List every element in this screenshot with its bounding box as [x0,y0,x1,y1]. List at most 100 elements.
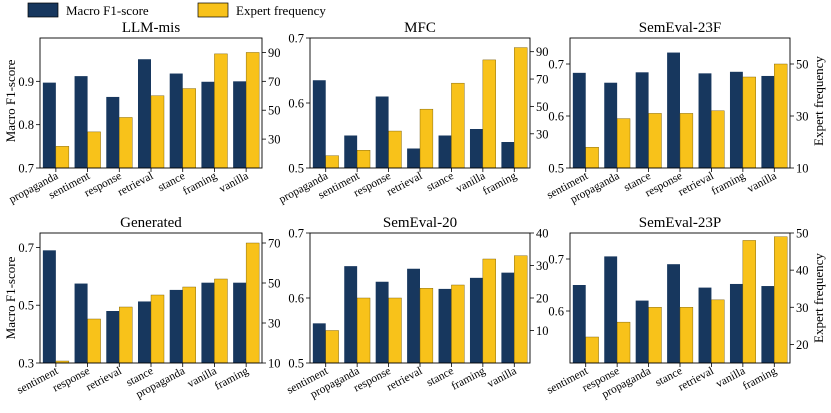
right-y-tick-label: 30 [268,133,281,147]
x-tick-label-framing: framing [181,170,219,198]
right-y-axis-label-bottom: Expert frequency [811,253,826,343]
legend-label-expert: Expert frequency [236,3,326,18]
bar-expert-retrieval [419,288,434,364]
bar-expert-sentiment [585,146,599,169]
right-y-tick-label: 40 [536,227,549,241]
bar-f1-propaganda [42,82,56,168]
legend-label-f1: Macro F1-score [66,3,149,18]
bar-expert-vanilla [214,278,228,364]
right-y-tick-label: 30 [536,259,549,273]
bar-expert-retrieval [119,306,133,364]
x-tick-label-vanilla: vanilla [217,170,250,195]
x-tick-label-retrieval: retrieval [676,365,715,394]
left-y-axis-label-top: Macro F1-score [3,59,18,142]
bar-f1-response [667,52,680,169]
x-tick-label-framing: framing [213,365,251,393]
x-tick-label-retrieval: retrieval [385,365,424,394]
bar-expert-framing [245,242,260,364]
bar-f1-framing [761,286,775,363]
bar-expert-propaganda [616,118,631,169]
bar-f1-stance [667,264,680,363]
left-y-tick-label: 0.5 [548,162,564,176]
bar-f1-response [604,256,618,363]
bar-expert-stance [451,82,465,169]
bar-expert-response [388,130,402,169]
x-tick-label-framing: framing [709,170,747,198]
right-y-tick-label: 70 [268,75,281,89]
bar-f1-propaganda [312,80,326,168]
bar-f1-stance [438,135,452,168]
x-tick-label-framing: framing [741,365,779,393]
right-y-tick-label: 10 [268,357,281,371]
chart-title: LLM-mis [122,20,180,36]
right-y-tick-label: 50 [268,104,281,118]
bar-f1-retrieval [137,59,151,168]
bar-f1-propaganda [344,266,358,363]
left-y-tick-label: 0.5 [18,299,34,313]
bar-expert-vanilla [482,59,496,169]
bar-expert-stance [150,294,165,364]
left-y-axis-label-bottom: Macro F1-score [3,256,18,339]
chart-panel-5: SemEval-20sentimentpropagandaresponseret… [285,215,548,401]
chart-title: SemEval-23P [639,215,722,231]
bar-f1-stance [438,288,452,363]
left-y-tick-label: 0.6 [288,97,304,111]
x-tick-label-retrieval: retrieval [84,365,123,394]
right-y-tick-label: 90 [536,45,549,59]
bar-expert-stance [182,88,196,169]
right-y-tick-label: 50 [536,100,549,114]
left-y-tick-label: 0.7 [548,253,564,267]
left-y-tick-label: 0.5 [288,162,304,176]
bar-f1-retrieval [698,73,712,168]
bar-f1-propaganda [604,82,618,168]
legend: Macro F1-score Expert frequency [27,2,326,18]
right-y-tick-label: 10 [536,324,549,338]
bar-f1-sentiment [74,76,88,168]
bar-f1-retrieval [407,268,420,363]
right-y-tick-label: 30 [536,127,549,141]
bar-expert-retrieval [711,110,725,169]
bar-expert-propaganda [356,297,371,364]
left-y-tick-label: 0.3 [18,357,34,371]
x-tick-label-retrieval: retrieval [116,170,155,199]
bar-expert-framing [482,258,496,364]
panels: LLM-mispropagandasentimentresponseretrie… [7,20,808,401]
bar-expert-sentiment [585,336,599,364]
bar-expert-propaganda [648,307,662,364]
bar-f1-stance [635,72,649,168]
x-tick-label-vanilla: vanilla [745,170,778,195]
bar-expert-sentiment [356,150,371,169]
bar-expert-propaganda [325,155,339,169]
bar-f1-vanilla [201,282,215,363]
bar-f1-stance [169,73,183,168]
bar-expert-retrieval [419,108,434,169]
right-y-tick-label: 70 [268,237,281,251]
right-y-tick-label: 90 [268,46,281,60]
plot-frame [39,37,263,169]
right-y-tick-label: 30 [268,317,281,331]
bar-expert-response [119,117,133,169]
bar-expert-vanilla [742,240,756,364]
bar-f1-response [375,281,389,363]
left-y-tick-label: 0.5 [288,357,304,371]
bar-f1-sentiment [572,285,586,363]
chart-title: MFC [404,20,436,36]
legend-swatch-f1 [27,2,59,18]
bar-expert-vanilla [774,63,788,169]
bar-f1-response [106,96,120,168]
left-y-tick-label: 0.6 [548,110,564,124]
bar-f1-vanilla [501,272,515,363]
left-y-tick-label: 0.6 [288,292,304,306]
right-y-tick-label: 70 [536,73,549,87]
bar-f1-framing [469,277,483,363]
right-y-axis-label-top: Expert frequency [811,56,826,146]
bar-f1-propaganda [635,300,649,363]
right-y-tick-label: 30 [796,110,809,124]
bar-expert-stance [648,113,662,169]
bar-f1-propaganda [169,289,183,363]
left-y-tick-label: 0.9 [18,75,34,89]
bar-expert-response [388,297,402,364]
